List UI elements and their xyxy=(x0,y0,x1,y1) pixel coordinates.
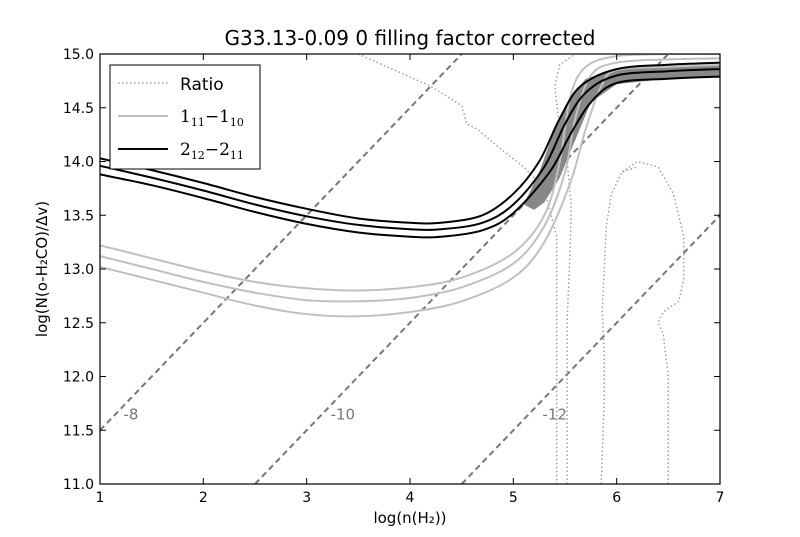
x-tick-label-5: 6 xyxy=(612,490,621,506)
density-line-0 xyxy=(100,54,463,431)
x-tick-label-2: 3 xyxy=(302,490,311,506)
density-line-label-1: -10 xyxy=(331,406,356,424)
y-tick-label-0: 11.0 xyxy=(63,477,94,493)
series-line-2 xyxy=(100,63,720,318)
y-tick-label-5: 13.5 xyxy=(63,208,94,224)
x-axis-label: log(n(H₂)) xyxy=(373,509,446,527)
series-line-0 xyxy=(100,54,720,292)
ratio-contour-0 xyxy=(358,54,558,484)
density-line-label-2: -12 xyxy=(542,406,567,424)
series-line-5 xyxy=(100,75,720,239)
x-tick-label-3: 4 xyxy=(406,490,415,506)
series-line-3 xyxy=(100,61,720,225)
contour-labels: -8 -10 -12 xyxy=(124,406,567,424)
legend-label-ratio: Ratio xyxy=(180,75,224,95)
x-tick-label-1: 2 xyxy=(199,490,208,506)
legend-label-1-11-1-10: 111−110 xyxy=(180,107,244,129)
y-tick-label-1: 11.5 xyxy=(63,423,94,439)
gray-band xyxy=(523,64,720,210)
x-tick-label-6: 7 xyxy=(716,490,725,506)
y-tick-label-2: 12.0 xyxy=(63,370,94,386)
ratio-contours xyxy=(358,54,685,484)
ratio-contour-3 xyxy=(621,160,685,484)
x-tick-label-4: 5 xyxy=(509,490,518,506)
y-tick-label-3: 12.5 xyxy=(63,316,94,332)
chart-title: G33.13-0.09 0 filling factor corrected xyxy=(225,26,596,50)
y-axis-label: log(N(o-H₂CO)/Δv) xyxy=(33,201,51,337)
y-tick-label-8: 15.0 xyxy=(63,47,94,63)
y-tick-label-4: 13.0 xyxy=(63,262,94,278)
density-line-2 xyxy=(460,214,720,484)
series-lines xyxy=(100,54,720,318)
density-line-label-0: -8 xyxy=(124,406,139,424)
y-tick-label-6: 14.0 xyxy=(63,155,94,171)
series-line-4 xyxy=(100,68,720,231)
plot-area xyxy=(100,54,720,484)
axis-ticks: 1 2 3 4 5 6 7 11.0 11.5 12.0 12.5 13.0 13.5 14.0 14.5 1… xyxy=(63,47,725,506)
density-line-1 xyxy=(254,54,670,484)
density-lines xyxy=(100,54,720,484)
legend-label-2-12-2-11: 212−211 xyxy=(180,140,244,162)
ratio-contour-2 xyxy=(600,166,638,484)
band-fill xyxy=(523,64,720,210)
y-tick-label-7: 14.5 xyxy=(63,101,94,117)
legend: Ratio 111−110 212−211 xyxy=(109,64,261,170)
x-tick-label-0: 1 xyxy=(96,490,105,506)
series-line-1 xyxy=(100,57,720,303)
